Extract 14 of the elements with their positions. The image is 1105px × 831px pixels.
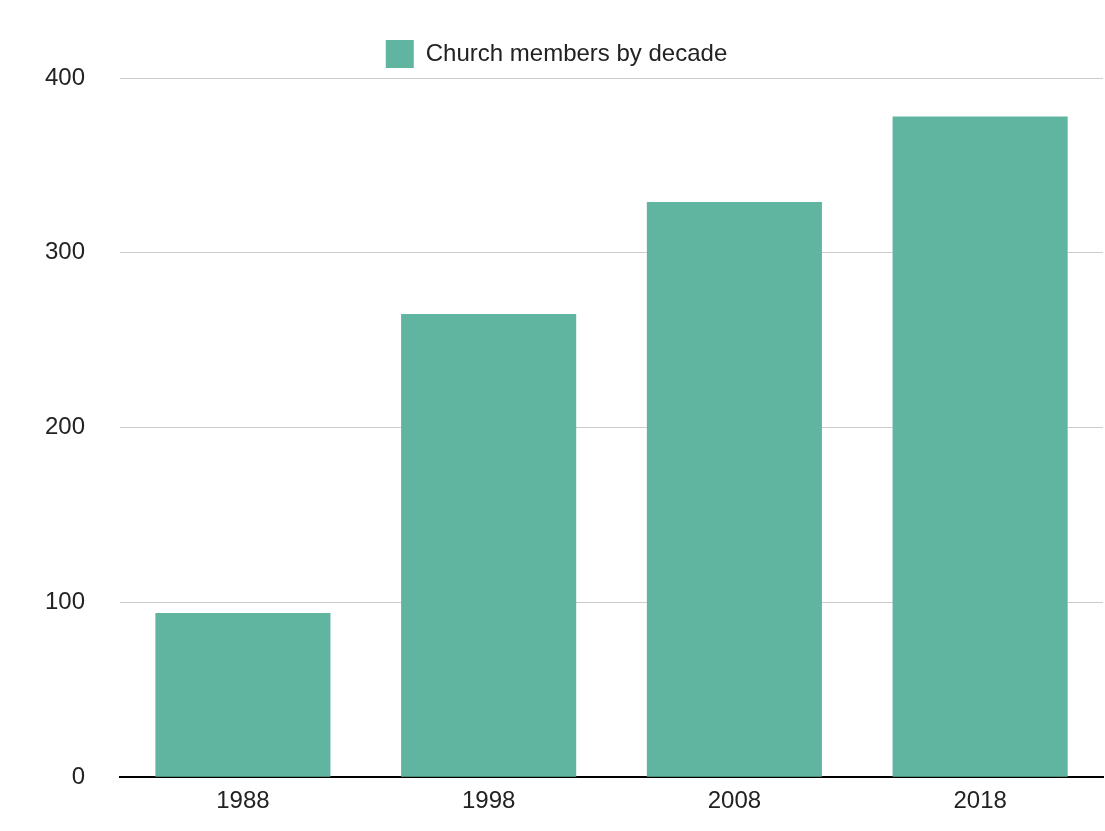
x-tick-label: 2008 [707,786,762,814]
y-tick-label: 0 [71,761,86,789]
bar [155,612,331,777]
x-tick-label: 1988 [216,786,270,814]
bar [892,116,1068,777]
bar [401,313,577,777]
y-tick-label: 300 [45,237,86,265]
y-tick-label: 400 [45,62,86,90]
y-tick-label: 100 [45,587,86,615]
x-tick-label: 1998 [461,786,516,814]
y-tick-label: 200 [45,412,86,440]
legend-label: Church members by decade [425,38,728,66]
bar [646,202,822,777]
x-tick-label: 2018 [953,786,1007,814]
